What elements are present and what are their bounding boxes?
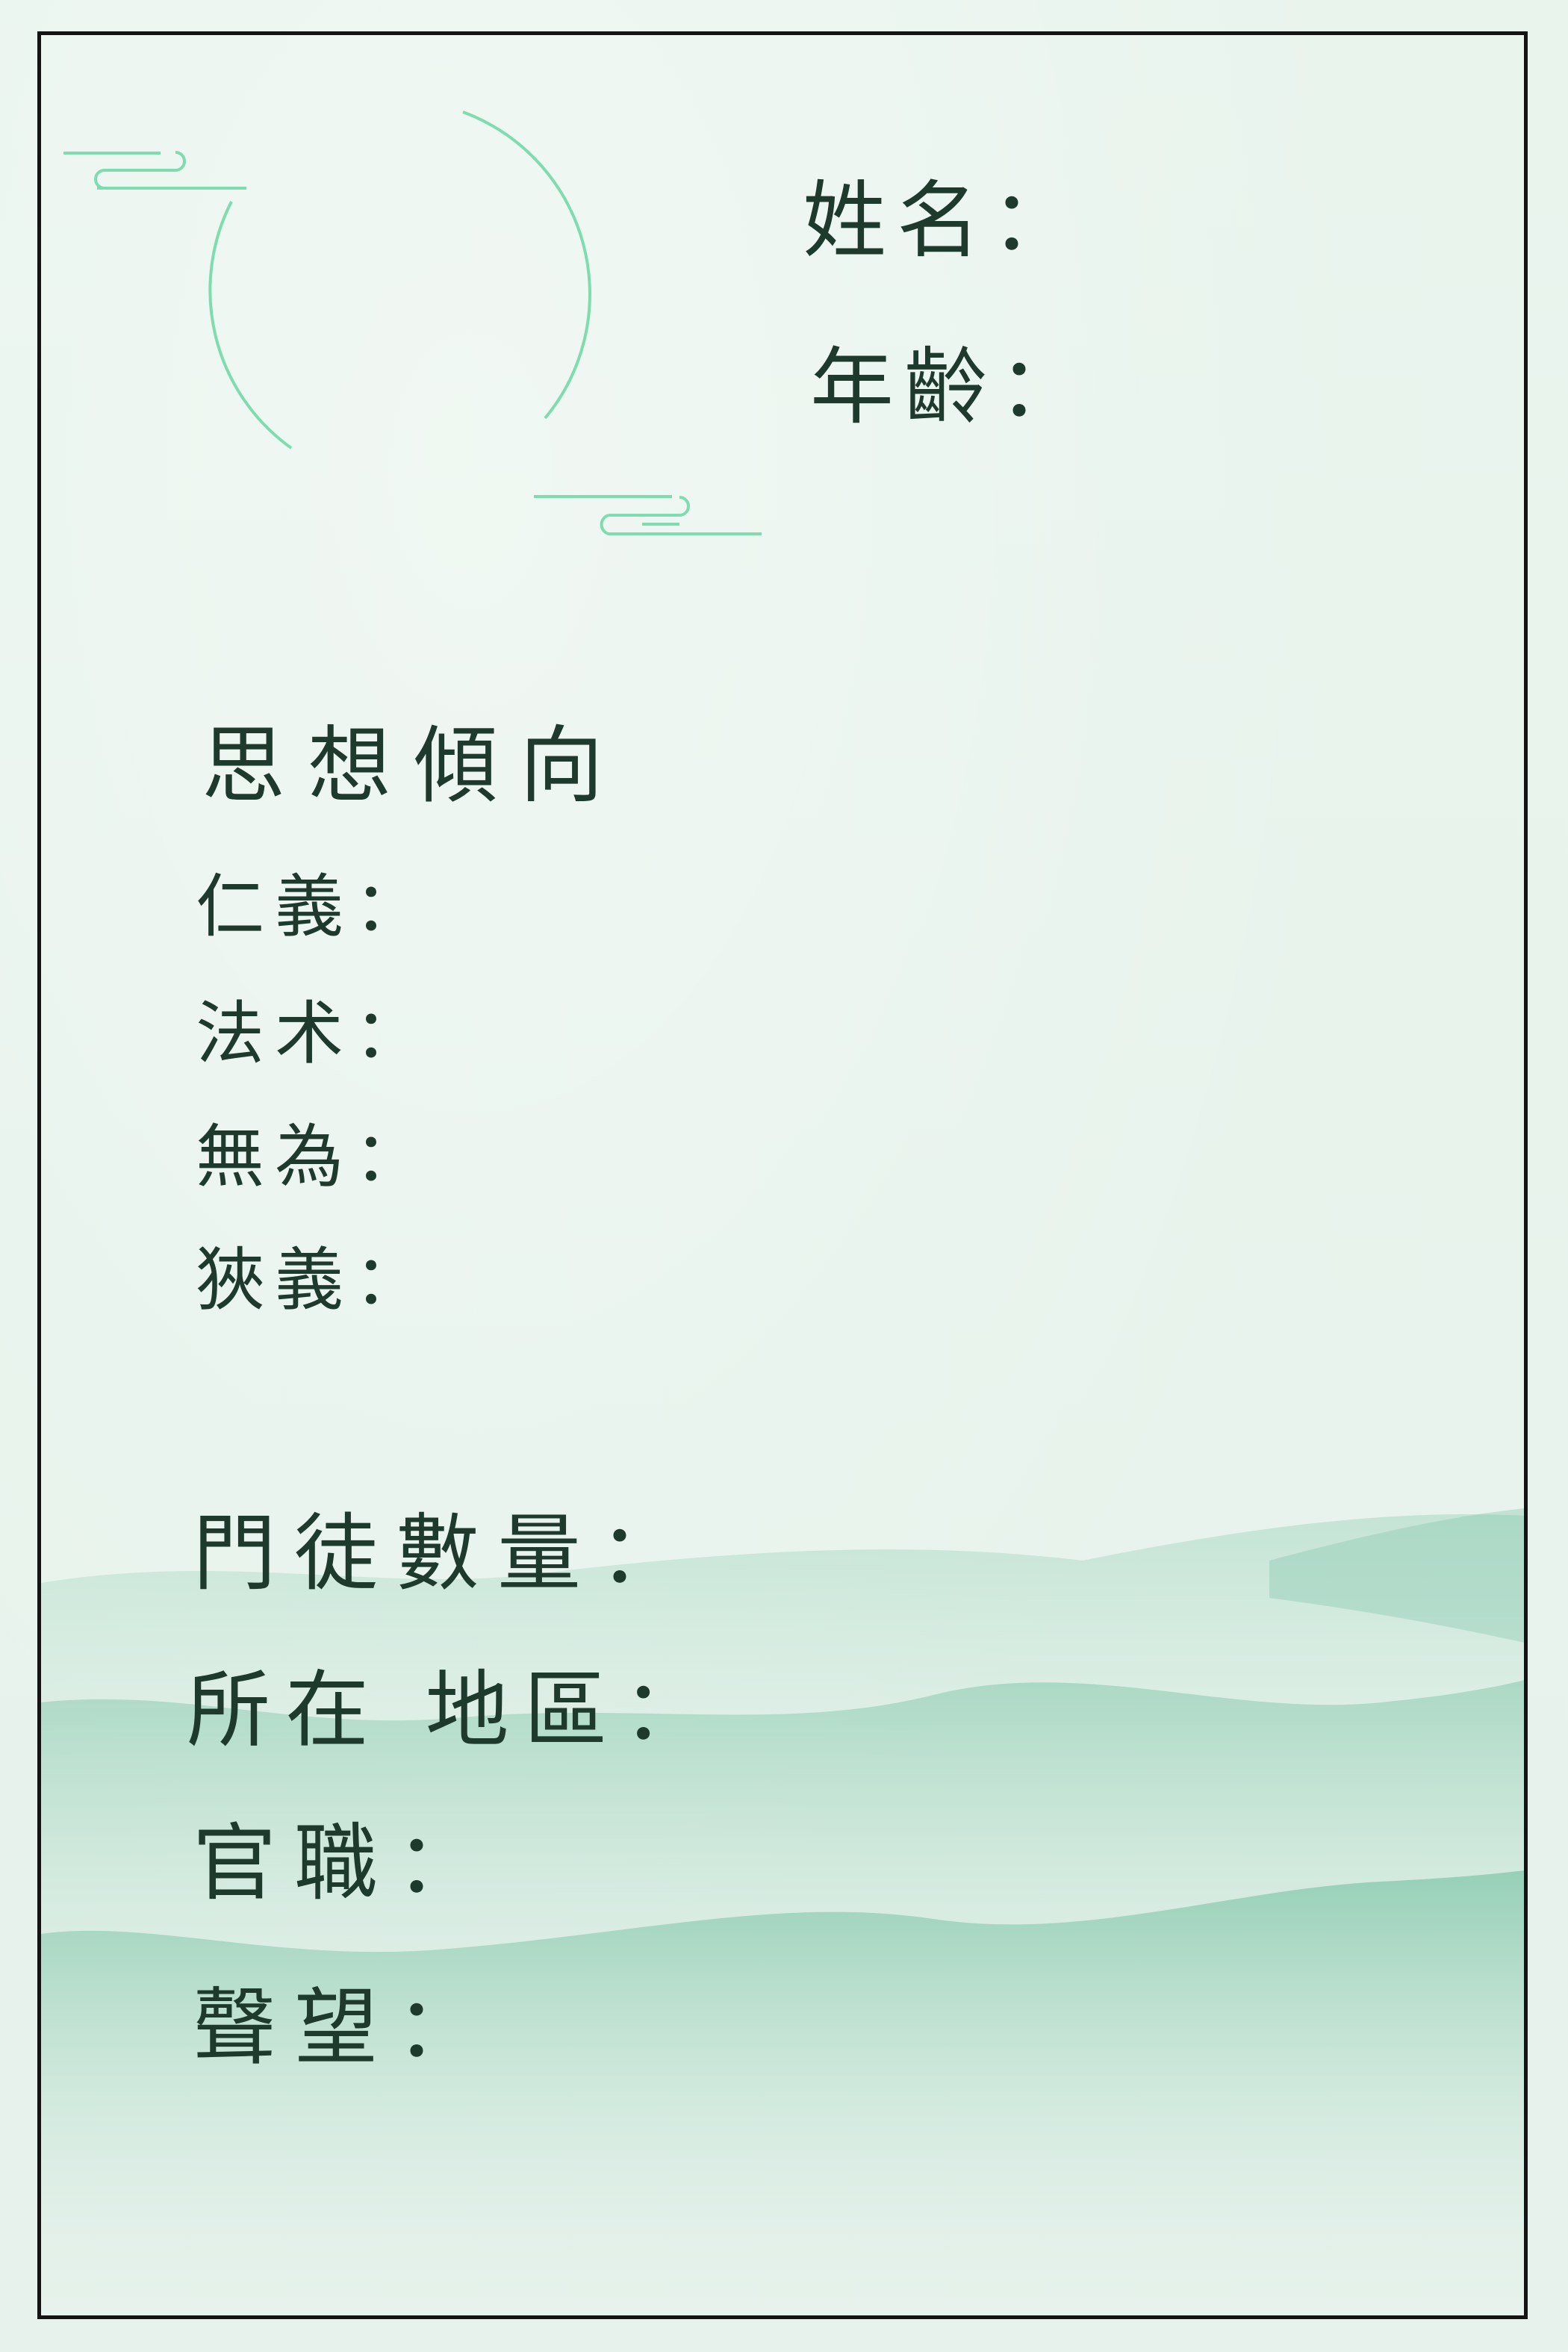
name-label: 姓名：: [803, 172, 1085, 270]
ideology-title: 思想傾向: [202, 718, 626, 815]
region-label: 所在 地區：: [187, 1662, 721, 1759]
ideology-item-benevolence: 仁義：: [196, 867, 434, 947]
ideology-item-wuwei: 無為：: [196, 1117, 434, 1197]
ideology-item-narrow: 狹義：: [196, 1240, 434, 1320]
official-title-label: 官職：: [193, 1815, 497, 1912]
ideology-item-legalism: 法术：: [196, 994, 434, 1074]
disciples-count-label: 門徒數量：: [193, 1505, 700, 1602]
age-label: 年齡：: [810, 339, 1092, 436]
reputation-label: 聲望：: [193, 1979, 497, 2076]
page-border-frame: [37, 31, 1528, 2319]
